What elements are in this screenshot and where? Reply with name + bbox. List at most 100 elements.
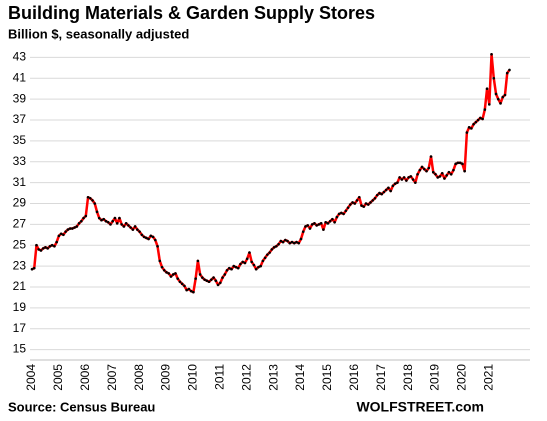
data-point: [241, 260, 245, 264]
data-point: [295, 240, 298, 244]
data-point: [214, 279, 218, 283]
data-point: [398, 176, 401, 179]
data-point: [342, 212, 345, 216]
data-point: [485, 87, 489, 91]
data-point: [409, 175, 413, 178]
data-point: [210, 278, 213, 281]
data-point: [84, 214, 88, 218]
data-point: [93, 202, 97, 205]
data-point: [248, 251, 251, 254]
x-tick-label: 2020: [455, 364, 469, 391]
data-point: [55, 240, 58, 244]
source: Source: Census Bureau: [8, 399, 155, 414]
data-point: [375, 193, 379, 197]
data-point: [259, 264, 262, 268]
data-point: [344, 209, 348, 213]
data-point: [183, 284, 186, 288]
data-point: [284, 238, 287, 242]
y-tick-label: 43: [13, 50, 27, 64]
x-tick-label: 2019: [428, 364, 442, 391]
data-point: [194, 277, 197, 280]
data-point: [46, 247, 49, 250]
data-point: [252, 263, 256, 267]
data-point: [88, 196, 92, 200]
data-point: [254, 267, 258, 271]
data-point: [102, 217, 106, 221]
data-point: [91, 199, 94, 202]
y-tick-label: 35: [13, 133, 27, 147]
data-point: [37, 248, 41, 251]
data-point: [389, 189, 392, 193]
data-point: [176, 277, 180, 280]
data-point: [470, 127, 473, 130]
data-point: [111, 219, 114, 223]
data-point: [257, 265, 260, 269]
data-point: [299, 237, 303, 241]
data-point: [494, 92, 498, 96]
data-point: [434, 172, 437, 176]
chart-title: Building Materials & Garden Supply Store…: [8, 3, 375, 23]
data-point: [301, 230, 305, 233]
data-point: [452, 168, 455, 172]
data-point: [147, 237, 150, 241]
data-point: [476, 118, 480, 122]
data-point: [62, 233, 65, 237]
data-point: [483, 108, 487, 111]
x-tick-label: 2017: [374, 364, 388, 391]
data-point: [281, 240, 285, 244]
data-point: [266, 253, 269, 256]
data-point: [508, 68, 511, 72]
x-tick-label: 2010: [186, 364, 200, 391]
data-point: [250, 260, 253, 264]
data-point: [263, 256, 267, 260]
data-point: [467, 126, 471, 129]
data-point: [171, 273, 175, 276]
x-tick-label: 2018: [401, 364, 415, 391]
data-point: [416, 172, 419, 176]
data-point: [461, 162, 464, 166]
data-point: [369, 201, 372, 204]
data-point: [425, 169, 428, 173]
data-point: [447, 170, 451, 174]
x-tick-label: 2004: [24, 364, 38, 391]
data-point: [393, 182, 397, 185]
data-point: [360, 204, 363, 207]
data-point: [44, 246, 47, 249]
data-point: [458, 161, 462, 165]
data-point: [355, 199, 359, 202]
data-point: [420, 165, 424, 169]
data-point: [490, 53, 493, 56]
data-point: [216, 283, 220, 287]
data-point: [324, 220, 327, 224]
data-point: [328, 219, 332, 223]
data-point: [185, 288, 188, 292]
data-point: [331, 217, 334, 221]
data-point: [304, 225, 307, 228]
data-point: [297, 241, 301, 245]
data-point: [465, 131, 469, 134]
y-tick-label: 17: [13, 321, 27, 335]
data-point: [118, 216, 121, 220]
y-tick-label: 15: [13, 342, 27, 356]
data-point: [207, 280, 211, 284]
data-point: [198, 273, 202, 276]
data-point: [387, 186, 390, 190]
data-point: [364, 202, 368, 205]
data-point: [272, 246, 276, 249]
data-point: [411, 178, 415, 181]
data-point: [39, 249, 43, 252]
data-point: [333, 220, 336, 224]
data-point: [48, 244, 52, 248]
data-point: [187, 287, 191, 291]
data-point: [223, 273, 227, 276]
data-point: [201, 276, 204, 279]
data-point: [151, 235, 155, 239]
data-point: [80, 219, 83, 223]
data-point: [174, 272, 177, 275]
x-tick-label: 2021: [481, 364, 495, 391]
data-point: [479, 116, 482, 120]
data-point: [319, 222, 323, 225]
data-point: [230, 267, 233, 271]
data-point: [178, 280, 182, 284]
